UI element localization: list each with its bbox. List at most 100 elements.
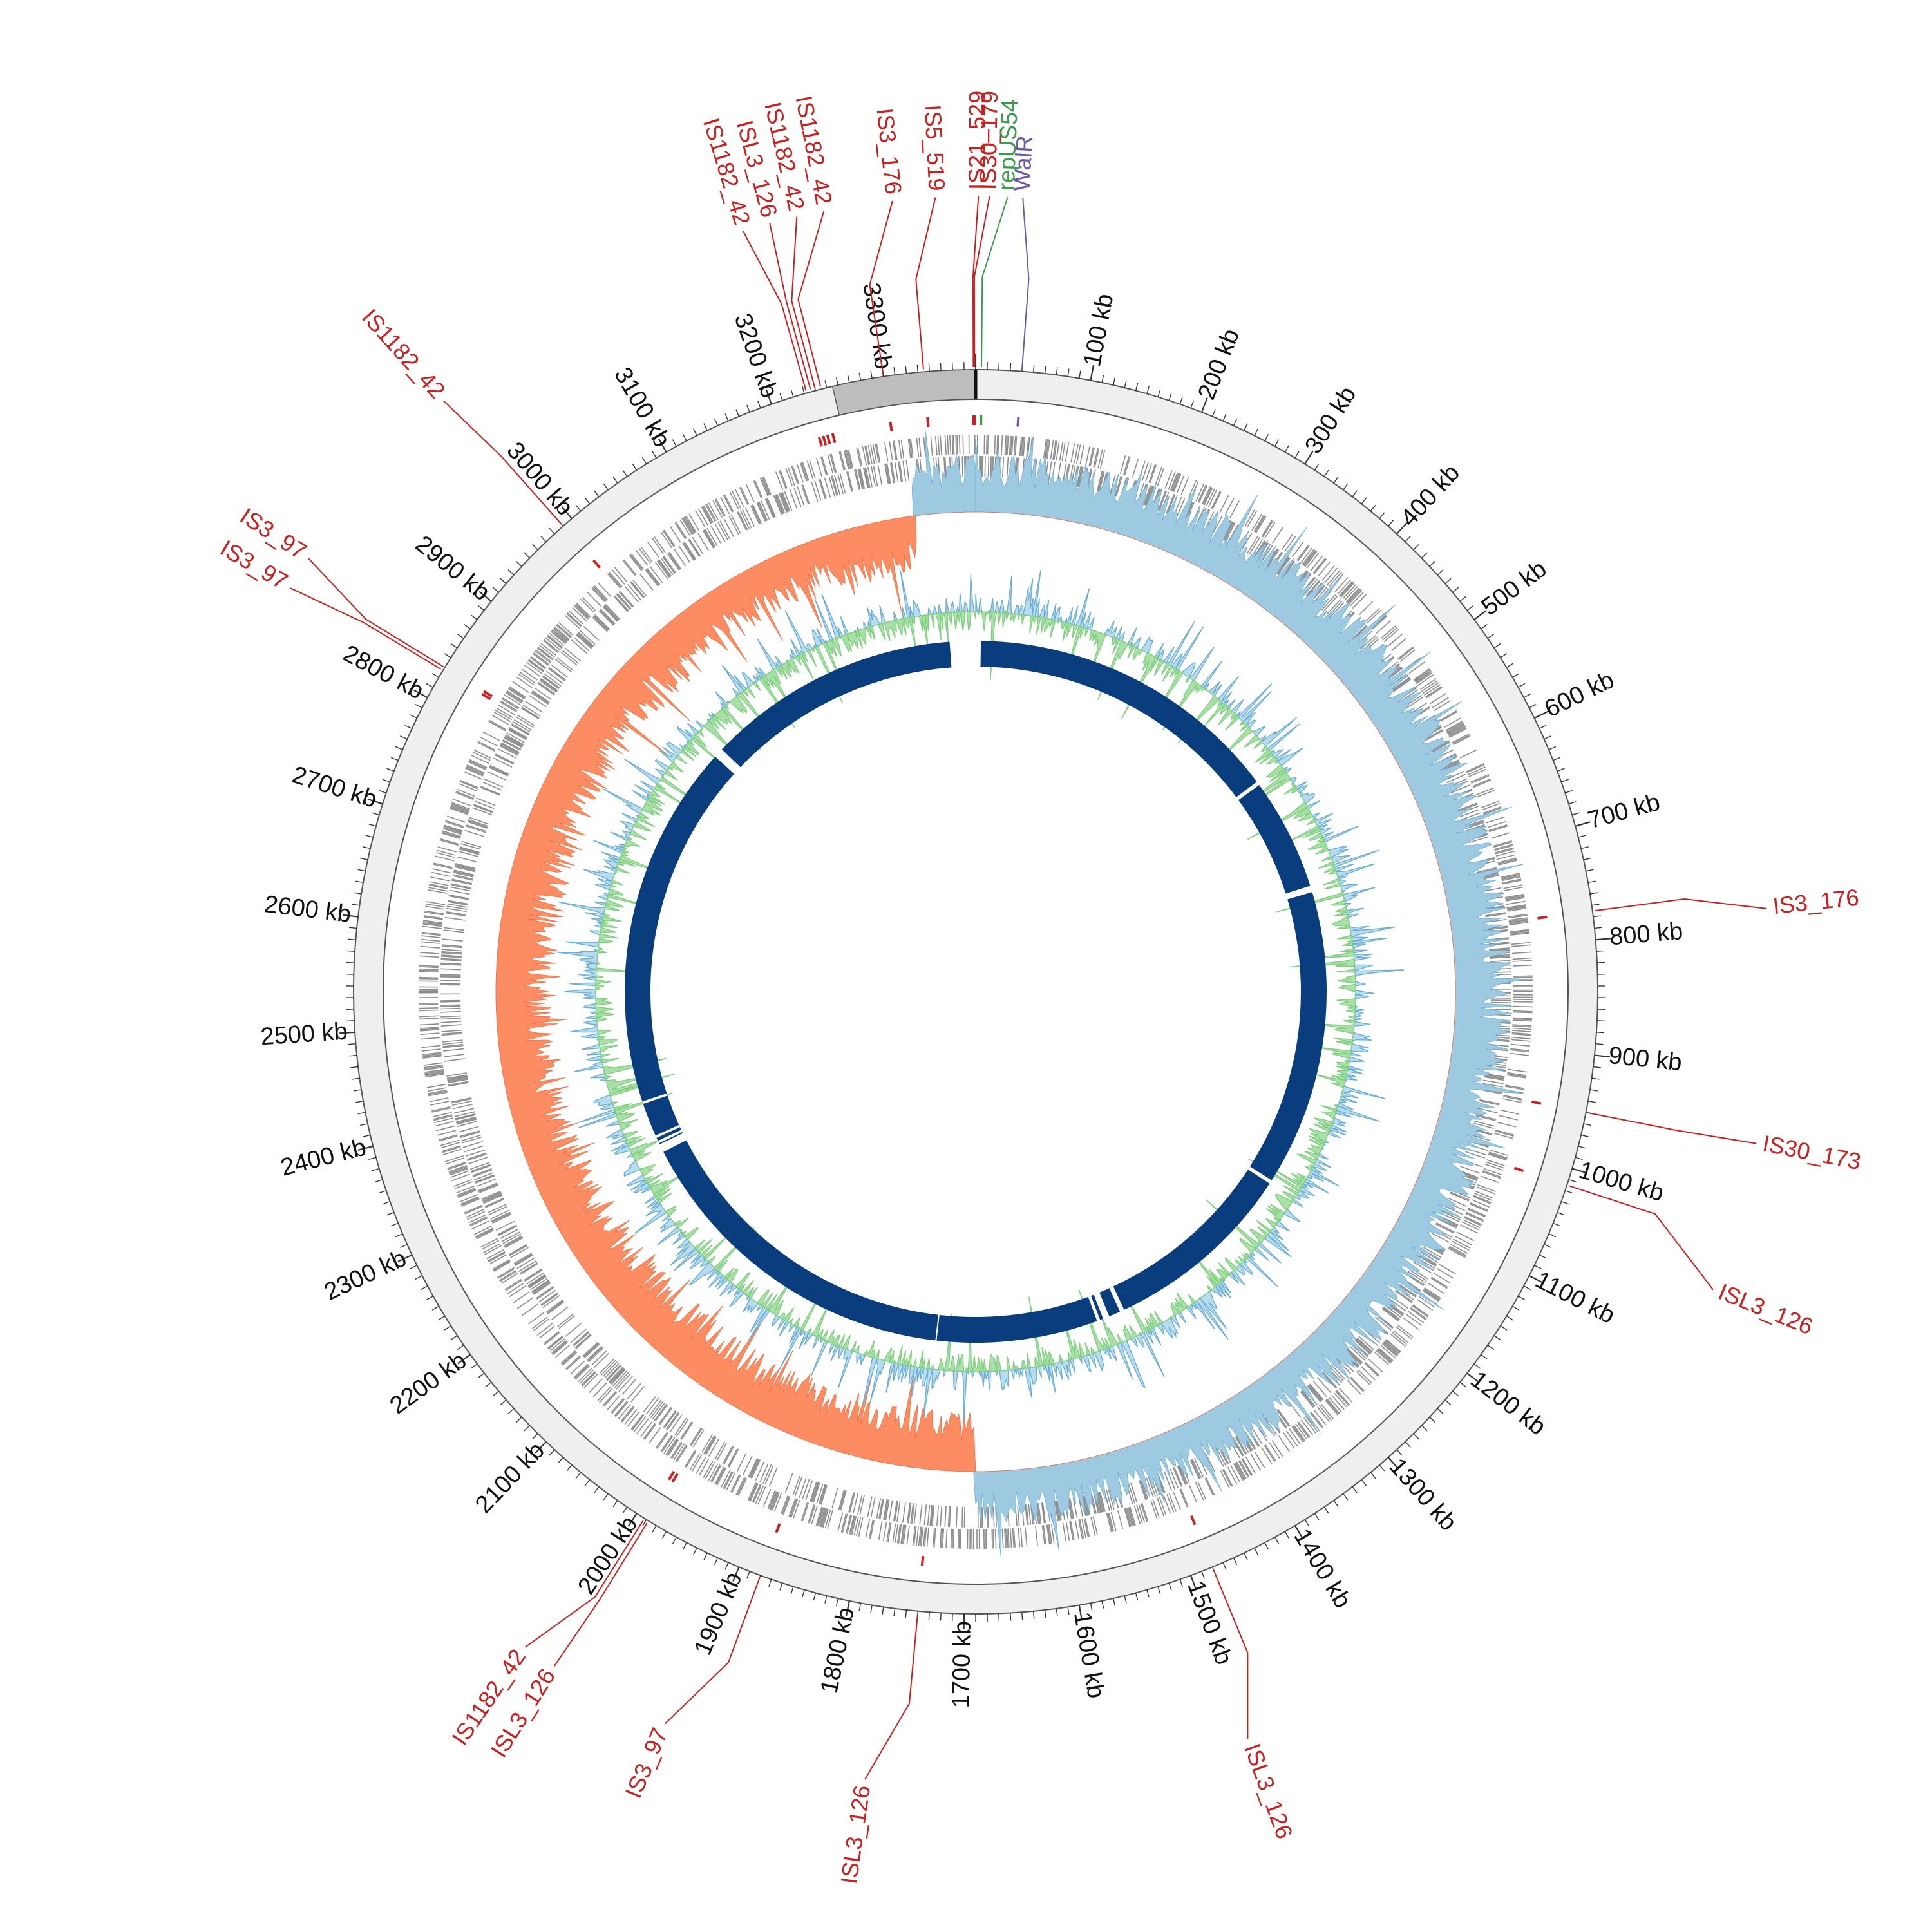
tick-label: 500 kb (1477, 555, 1552, 621)
tick (1459, 1381, 1466, 1388)
tick (1056, 367, 1058, 375)
tick (477, 1372, 485, 1379)
tick (594, 1486, 600, 1493)
tick-label: 3300 kb (857, 281, 897, 371)
annotation-label: IS3_176 (1772, 884, 1861, 919)
tick (746, 1571, 750, 1579)
tick-label: 1700 kb (947, 1621, 976, 1709)
blast-identity-ring (625, 641, 1327, 1343)
annotation-leader (864, 1613, 918, 1780)
tick (368, 1157, 377, 1160)
tick (652, 1525, 657, 1533)
annotation-leader (1595, 898, 1767, 912)
tick (672, 1537, 677, 1544)
tick (372, 812, 380, 816)
tick (1343, 1493, 1349, 1501)
tick (1481, 1354, 1488, 1360)
tick (1396, 522, 1408, 535)
tick (1254, 1548, 1258, 1555)
tick (1101, 1600, 1104, 1609)
kb-ticks (339, 354, 1611, 1629)
tick (1444, 1399, 1452, 1406)
tick (1168, 393, 1172, 401)
tick (1190, 401, 1194, 408)
tick (532, 544, 538, 551)
tick (1500, 1325, 1508, 1331)
tick (1429, 560, 1436, 567)
tick (1370, 1472, 1376, 1479)
tick (1575, 821, 1591, 827)
tick (400, 735, 408, 740)
tick-label: 2100 kb (470, 1437, 550, 1519)
tick (524, 1425, 530, 1432)
tick (535, 1441, 547, 1454)
tick (1333, 1500, 1339, 1508)
tick (1333, 476, 1339, 484)
tick (515, 1416, 522, 1423)
tick (557, 1457, 564, 1464)
tick (390, 757, 399, 761)
tick (1575, 1157, 1583, 1160)
annotation-label: ISL3_126 (1239, 1740, 1298, 1842)
tick (1379, 512, 1385, 519)
tick (1534, 1265, 1542, 1269)
tick (575, 1472, 582, 1479)
tick (395, 1233, 403, 1238)
annotation-leader (442, 400, 562, 525)
tick (813, 1593, 817, 1601)
tick (1413, 544, 1419, 551)
tick (375, 1179, 383, 1182)
tick (400, 1244, 408, 1248)
tick-label: 700 kb (1585, 788, 1663, 834)
tick (652, 451, 657, 459)
is-mark (1513, 1166, 1524, 1173)
tick (515, 560, 522, 567)
tick (693, 1548, 697, 1555)
annotation-label: IS30_173 (1761, 1130, 1863, 1175)
tick (724, 1562, 729, 1570)
tick (847, 375, 850, 383)
tick (824, 1595, 828, 1604)
tick (1429, 1416, 1436, 1423)
tick (1067, 368, 1070, 377)
tick-label: 2900 kb (410, 531, 495, 607)
tick (870, 1605, 873, 1613)
tick (703, 423, 708, 431)
tick (658, 438, 667, 453)
tick (383, 779, 390, 782)
tick-label: 1300 kb (1384, 1453, 1462, 1536)
tick-label: 200 kb (1193, 325, 1245, 404)
tick (1157, 1586, 1161, 1595)
annotation-label: WalR (1008, 135, 1037, 192)
tick (1201, 1571, 1205, 1579)
tick (790, 1586, 794, 1595)
tick (1466, 1372, 1480, 1383)
annotation-label: IS21_529 (963, 91, 990, 190)
tick (1587, 880, 1596, 883)
tick (612, 476, 618, 484)
tick (492, 1390, 499, 1397)
tick (355, 1101, 364, 1103)
tick (415, 1275, 422, 1280)
tick (1323, 1506, 1329, 1514)
tick (1254, 428, 1258, 436)
inner-ring-border (383, 399, 1569, 1585)
tick (724, 413, 729, 421)
tick (410, 1265, 417, 1269)
tick (1284, 445, 1289, 453)
tick-label: 1900 kb (689, 1568, 747, 1659)
tick (413, 689, 428, 699)
tick (348, 938, 356, 940)
tick (1146, 1589, 1150, 1598)
tick (1314, 463, 1320, 471)
tick-label: 400 kb (1396, 459, 1465, 531)
tick (1539, 724, 1547, 729)
tick (1565, 1190, 1573, 1194)
tick (1534, 710, 1549, 719)
tick (1010, 363, 1012, 371)
tick (1466, 605, 1474, 611)
tick (1157, 389, 1161, 397)
tick (824, 380, 828, 388)
is-mark (831, 433, 837, 444)
annotation-label: ISL3_126 (1715, 1278, 1817, 1340)
